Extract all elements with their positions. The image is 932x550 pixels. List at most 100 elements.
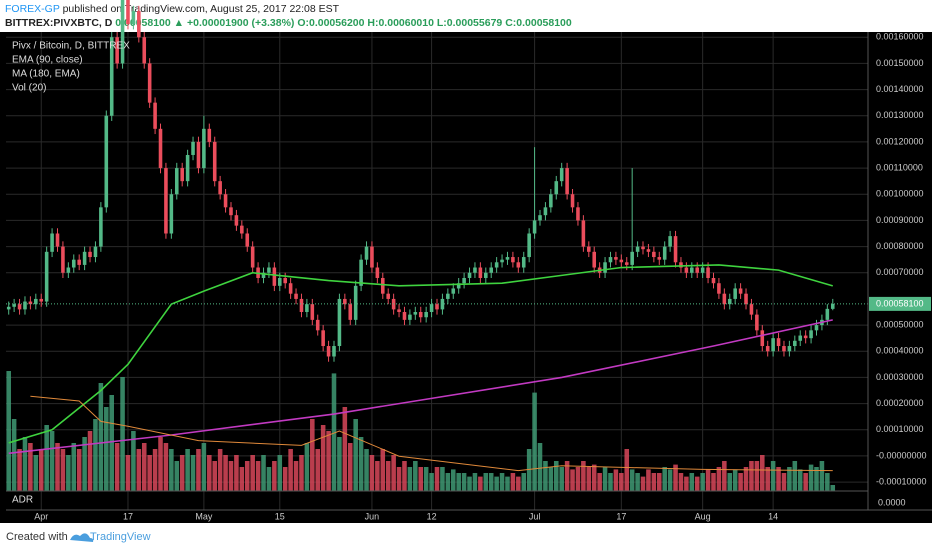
- volume-bar: [564, 461, 570, 491]
- x-tick-label: 17: [123, 511, 133, 521]
- volume-bar: [765, 467, 770, 491]
- volume-bar: [131, 431, 136, 491]
- volume-bar: [244, 461, 250, 491]
- volume-bar: [808, 464, 814, 491]
- candle-body: [185, 154, 190, 182]
- volume-bar: [396, 467, 402, 491]
- tv-logo: [70, 533, 94, 542]
- candle-body: [733, 288, 737, 299]
- x-tick-label: Jun: [365, 511, 380, 521]
- volume-bar: [505, 476, 510, 491]
- volume-bar: [223, 455, 228, 491]
- x-tick-label: May: [195, 511, 213, 521]
- volume-bar: [255, 461, 261, 491]
- legend-item: EMA (90, close): [12, 55, 83, 66]
- footer-created: Created with: [6, 531, 68, 543]
- volume-bar: [803, 473, 808, 491]
- footer-brand[interactable]: TradingView: [90, 531, 151, 543]
- candle-body: [500, 259, 504, 263]
- volume-bar: [147, 455, 152, 491]
- volume-bar: [781, 473, 787, 491]
- volume-bar: [613, 469, 619, 491]
- volume-bar: [212, 461, 218, 491]
- volume-bar: [450, 469, 456, 491]
- y-tick-label: 0.00040000: [876, 346, 924, 356]
- candle-body: [793, 340, 797, 347]
- candle-body: [6, 306, 11, 310]
- candle-body: [782, 346, 786, 352]
- volume-bar: [581, 461, 586, 491]
- volume-bar: [391, 455, 396, 491]
- candle-body: [711, 277, 716, 284]
- candle-body: [158, 128, 163, 169]
- volume-bar: [38, 449, 44, 491]
- lower-pane-axis-label: 0.0000: [878, 497, 906, 507]
- candle-body: [755, 314, 759, 331]
- y-tick-label: 0.00010000: [876, 424, 924, 434]
- candle-body: [673, 236, 678, 263]
- volume-bar: [342, 407, 348, 491]
- marks: [6, 0, 868, 491]
- candle-body: [315, 319, 320, 331]
- volume-bar: [293, 461, 299, 491]
- volume-bar: [320, 425, 326, 491]
- volume-bar: [11, 419, 17, 491]
- volume-bar: [787, 467, 792, 491]
- candle-body: [538, 215, 542, 221]
- candle-body: [61, 246, 65, 273]
- volume-bar: [120, 377, 125, 491]
- candle-body: [337, 298, 342, 347]
- volume-bar: [575, 467, 581, 491]
- volume-bar: [402, 461, 407, 491]
- volume-bar: [456, 473, 461, 491]
- volume-bar: [624, 449, 630, 491]
- candle-body: [267, 267, 271, 273]
- candle-body: [164, 168, 168, 234]
- candle-body: [380, 277, 385, 294]
- candle-body: [17, 304, 22, 310]
- candle-body: [505, 257, 510, 260]
- volume-bar: [385, 461, 391, 491]
- candle-body: [684, 267, 689, 273]
- candle-body: [250, 246, 255, 268]
- volume-bar: [234, 455, 239, 491]
- candle-body: [473, 267, 477, 273]
- y-tick-label: 0.00160000: [876, 32, 924, 42]
- volume-bar: [141, 443, 147, 491]
- close: C:0.00058100: [505, 17, 572, 29]
- candle-body: [375, 267, 380, 278]
- volume-bar: [543, 461, 548, 491]
- footer-bg: [0, 523, 932, 550]
- volume-bar: [375, 461, 380, 491]
- candle-body: [484, 272, 488, 278]
- volume-bar: [310, 419, 315, 491]
- candle-body: [738, 288, 743, 294]
- volume-bar: [98, 383, 104, 491]
- candle-body: [93, 246, 98, 258]
- candle-body: [223, 194, 228, 208]
- candle-body: [332, 346, 336, 357]
- candle-body: [657, 257, 662, 260]
- author[interactable]: FOREX-GP: [5, 3, 60, 15]
- candle-body: [690, 267, 694, 273]
- volume-bar: [174, 461, 180, 491]
- volume-bar: [483, 473, 489, 491]
- volume-bar: [597, 473, 602, 491]
- volume-bar: [684, 476, 689, 491]
- x-tick-label: 14: [768, 511, 778, 521]
- volume-bar: [429, 473, 434, 491]
- x-tick-label: Aug: [695, 511, 711, 521]
- candle-body: [348, 304, 353, 320]
- last-price-tag: [869, 296, 931, 311]
- high: H:0.00060010: [367, 17, 434, 29]
- volume-bar: [819, 461, 825, 491]
- candle-body: [771, 338, 775, 352]
- volume-bar: [521, 473, 527, 491]
- volume-bar: [770, 461, 776, 491]
- candle-body: [77, 259, 81, 265]
- candle-body: [245, 233, 250, 247]
- volume-bar: [760, 455, 765, 491]
- volume-bar: [705, 469, 711, 491]
- candle-body: [494, 262, 499, 268]
- candle-body: [234, 215, 239, 226]
